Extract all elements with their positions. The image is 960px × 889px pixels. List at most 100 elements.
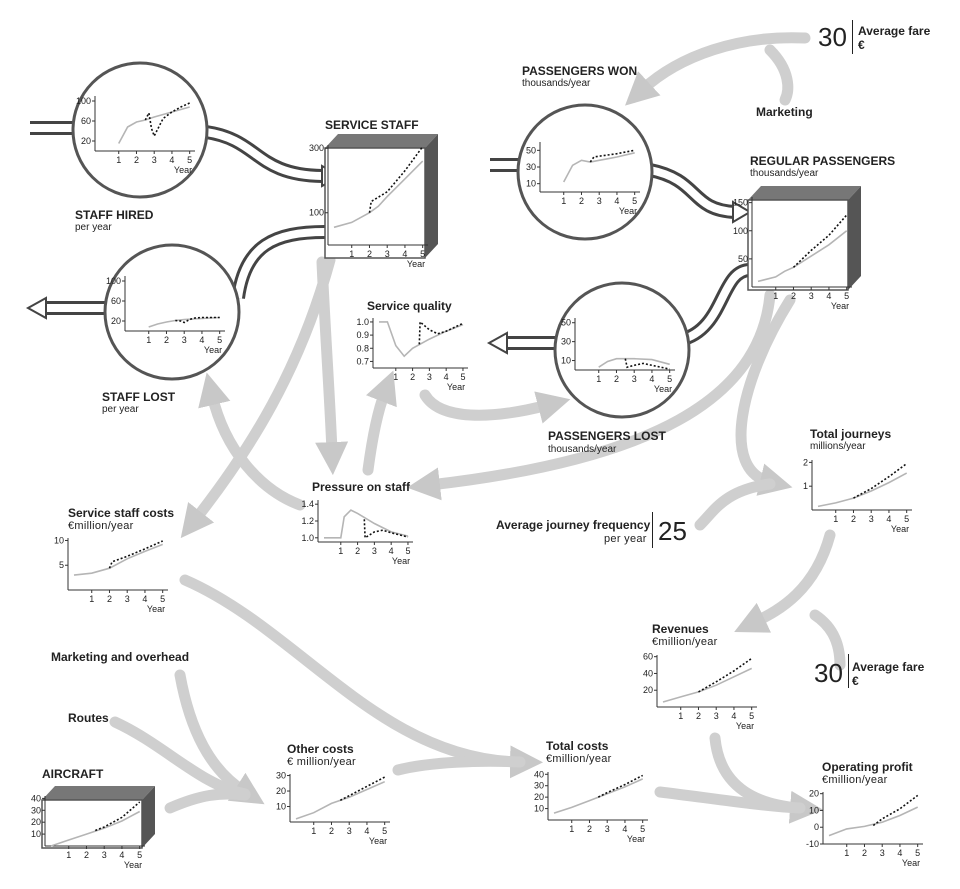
x-tick-label: 3 — [102, 850, 107, 860]
operating-profit-unit: €million/year — [822, 774, 888, 786]
scenario-series — [698, 657, 753, 693]
y-tick-label: 10 — [276, 802, 286, 812]
x-tick-label: 1 — [146, 335, 151, 345]
x-tick-label: 3 — [809, 291, 814, 301]
aircraft-title: AIRCRAFT — [42, 767, 104, 781]
x-axis-label: Year — [147, 604, 165, 614]
x-tick-label: 3 — [125, 594, 130, 604]
arrow-fare-to-marketing — [764, 44, 794, 106]
y-tick-label: 20 — [809, 789, 819, 799]
baseline-series — [562, 152, 635, 183]
baseline-series — [662, 667, 753, 703]
x-tick-label: 1 — [338, 546, 343, 556]
avg-fare-mid-value: 30 — [814, 658, 843, 688]
y-tick-label: 0 — [814, 822, 819, 832]
x-tick-label: 1 — [116, 155, 121, 165]
passengers-won-valve — [516, 103, 654, 241]
operating-profit-title: Operating profit — [822, 760, 913, 774]
arrow-journeys-to-revenues — [734, 529, 836, 633]
y-tick-label: 20 — [81, 136, 91, 146]
influence-arrows — [109, 32, 846, 824]
y-tick-label: 50 — [561, 318, 571, 328]
x-tick-label: 3 — [880, 848, 885, 858]
x-tick-label: 2 — [367, 249, 372, 259]
revenues-title: Revenues — [652, 622, 709, 636]
x-tick-label: 4 — [119, 850, 124, 860]
baseline-series — [553, 778, 644, 814]
avg-fare-mid-unit: € — [852, 674, 859, 688]
x-tick-label: 4 — [614, 196, 619, 206]
scenario-series — [363, 519, 409, 540]
marketing-label: Marketing — [756, 105, 813, 119]
x-tick-label: 3 — [605, 824, 610, 834]
baseline-series — [817, 472, 908, 508]
x-tick-label: 4 — [199, 335, 204, 345]
staff-hired-unit: per year — [75, 222, 112, 233]
scenario-series — [853, 462, 908, 499]
x-tick-label: 5 — [382, 826, 387, 836]
passengers-lost-unit: thousands/year — [548, 444, 617, 455]
y-tick-label: 20 — [643, 685, 653, 695]
service-staff-box — [324, 134, 438, 259]
arrow-staff-to-pressure — [315, 256, 349, 476]
arrow-pressure-to-quality — [362, 370, 397, 476]
y-tick-label: 100 — [309, 208, 324, 218]
x-tick-label: 4 — [649, 374, 654, 384]
arrow-marketing-to-othercosts — [174, 669, 265, 805]
x-tick-label: 3 — [714, 711, 719, 721]
arrow-pressure-to-stafflost — [198, 372, 306, 511]
x-tick-label: 2 — [164, 335, 169, 345]
y-tick-label: 1.0 — [301, 533, 314, 543]
x-tick-label: 2 — [696, 711, 701, 721]
total-journeys-unit: millions/year — [810, 441, 866, 452]
y-tick-label: 20 — [31, 817, 41, 827]
scenario-series — [175, 316, 220, 324]
arrow-aircraft-to-othercosts — [164, 788, 251, 814]
baseline-series — [379, 321, 464, 358]
service-staff-costs-unit: €million/year — [68, 520, 134, 532]
x-tick-label: 3 — [182, 335, 187, 345]
x-axis-label: Year — [831, 301, 849, 311]
scenario-series — [597, 774, 644, 798]
x-axis-label: Year — [891, 524, 909, 534]
x-axis-label: Year — [654, 384, 672, 394]
pressure-on-staff-title: Pressure on staff — [312, 480, 411, 494]
arrow-totalcosts-to-profit — [654, 786, 806, 814]
y-tick-label: 10 — [809, 805, 819, 815]
x-tick-label: 1 — [89, 594, 94, 604]
y-tick-label: 20 — [534, 792, 544, 802]
scenario-series — [872, 794, 919, 827]
scenario-series — [339, 776, 386, 802]
x-tick-label: 3 — [152, 155, 157, 165]
arrow-regular-to-pressure — [407, 289, 776, 501]
x-axis-label: Year — [407, 259, 425, 269]
scenario-series — [95, 801, 141, 832]
x-tick-label: 4 — [886, 514, 891, 524]
x-tick-label: 1 — [569, 824, 574, 834]
y-tick-label: 50 — [738, 254, 748, 264]
y-tick-label: 100 — [733, 226, 748, 236]
x-tick-label: 4 — [142, 594, 147, 604]
staff-hired-title: STAFF HIRED — [75, 208, 154, 222]
x-tick-label: 3 — [427, 372, 432, 382]
x-tick-label: 1 — [596, 374, 601, 384]
y-tick-label: 10 — [526, 179, 536, 189]
x-tick-label: 2 — [851, 514, 856, 524]
arrow-quality-to-passlost — [419, 389, 571, 424]
passengers-won-unit: thousands/year — [522, 78, 591, 89]
x-tick-label: 4 — [622, 824, 627, 834]
y-tick-label: 10 — [31, 829, 41, 839]
flow-circles — [71, 61, 691, 419]
y-tick-label: 30 — [31, 805, 41, 815]
service-staff-title: SERVICE STAFF — [325, 118, 419, 132]
x-tick-label: 5 — [217, 335, 222, 345]
y-tick-label: 5 — [59, 560, 64, 570]
y-tick-label: 30 — [561, 337, 571, 347]
x-tick-label: 1 — [349, 249, 354, 259]
